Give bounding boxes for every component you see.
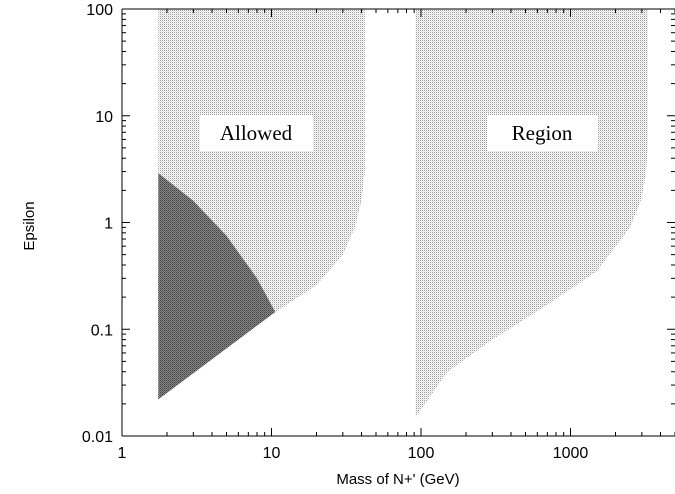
allowed-regions	[158, 9, 648, 418]
annotation-allowed: Allowed	[220, 121, 293, 145]
x-tick-label: 100	[408, 445, 435, 462]
tick-marks	[121, 8, 675, 437]
allowed-region-dark-subregion	[158, 173, 276, 400]
y-tick-label: 0.1	[91, 322, 113, 339]
y-tick-label: 10	[95, 109, 113, 126]
y-tick-label: 1	[104, 216, 113, 233]
tick-labels: 1 10 100 1000 0.01 0.1 1 10 100	[82, 2, 589, 462]
allowed-region-high-mass	[415, 9, 648, 418]
x-tick-label: 1000	[553, 445, 589, 462]
y-tick-label: 100	[86, 2, 113, 19]
y-tick-label: 0.01	[82, 429, 113, 446]
x-axis-label: Mass of N+' (GeV)	[336, 471, 459, 488]
annotation-region: Region	[512, 121, 573, 145]
region-labels: Allowed Region	[200, 115, 598, 151]
x-tick-label: 10	[263, 445, 281, 462]
x-tick-label: 1	[118, 445, 127, 462]
y-axis-label: Epsilon	[21, 201, 38, 250]
